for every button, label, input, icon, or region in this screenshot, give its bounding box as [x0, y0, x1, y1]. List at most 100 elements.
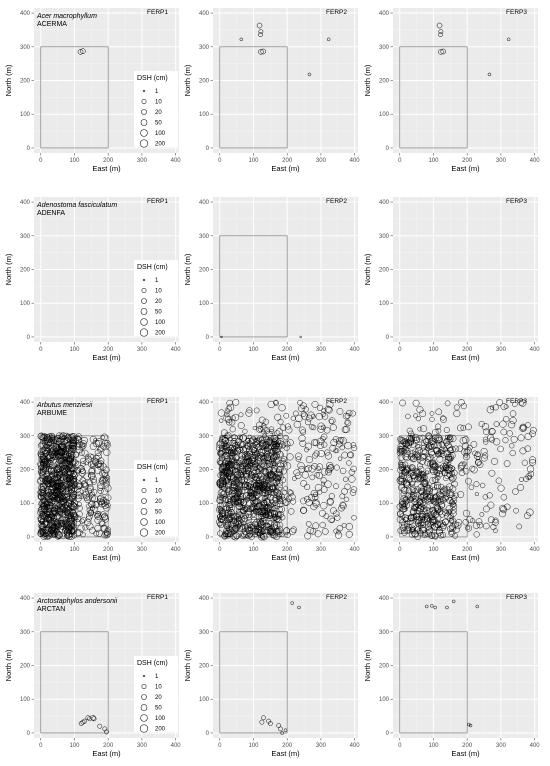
- data-point: [401, 487, 409, 495]
- data-point: [255, 465, 263, 473]
- data-point: [398, 475, 406, 483]
- data-point: [262, 496, 268, 502]
- data-point: [516, 523, 522, 530]
- y-axis-title: North (m): [363, 453, 372, 485]
- data-point: [57, 473, 65, 481]
- data-point: [347, 451, 354, 458]
- legend-label: 50: [155, 121, 162, 127]
- data-point: [264, 457, 272, 465]
- data-point: [397, 527, 404, 534]
- x-tick-label: 400: [530, 158, 541, 164]
- data-point: [305, 498, 313, 506]
- data-point: [262, 477, 270, 485]
- data-point: [444, 400, 451, 407]
- data-point: [402, 501, 410, 509]
- data-point: [255, 481, 263, 489]
- data-point: [282, 499, 289, 506]
- data-point: [45, 532, 52, 540]
- data-point: [250, 513, 258, 521]
- data-point: [335, 440, 343, 448]
- data-point: [301, 412, 308, 420]
- data-point: [70, 490, 77, 497]
- data-point: [271, 502, 276, 507]
- data-point: [269, 498, 275, 504]
- data-point: [225, 459, 232, 467]
- data-point: [63, 436, 70, 443]
- data-point: [276, 510, 284, 518]
- data-point: [54, 507, 62, 514]
- data-point: [339, 501, 346, 508]
- data-point: [56, 483, 64, 491]
- data-point: [87, 509, 94, 517]
- data-point: [83, 459, 90, 466]
- data-point: [443, 439, 450, 446]
- data-point: [453, 404, 460, 411]
- data-point: [238, 456, 246, 464]
- data-point: [44, 514, 52, 521]
- data-point: [266, 718, 272, 724]
- data-point: [253, 508, 259, 514]
- data-point: [351, 445, 358, 452]
- data-point: [298, 404, 306, 413]
- data-point: [55, 531, 63, 539]
- data-point: [443, 426, 450, 433]
- data-point: [241, 482, 249, 490]
- data-point: [328, 493, 335, 500]
- data-point: [62, 520, 67, 526]
- data-point: [489, 405, 495, 410]
- data-point: [232, 476, 239, 483]
- data-point: [320, 486, 328, 493]
- data-point: [411, 498, 418, 505]
- data-point: [414, 516, 422, 525]
- data-point: [290, 498, 297, 505]
- data-point: [473, 452, 482, 460]
- data-point: [405, 413, 411, 420]
- data-point: [415, 519, 422, 527]
- data-point: [339, 493, 345, 499]
- data-point: [399, 399, 406, 407]
- y-tick-label: 300: [379, 434, 390, 440]
- data-point: [222, 448, 229, 455]
- data-point: [424, 530, 432, 538]
- data-point: [40, 532, 48, 540]
- y-tick-label: 400: [199, 596, 210, 602]
- data-point: [259, 719, 265, 725]
- plot-boundary: [399, 435, 468, 538]
- data-point: [401, 521, 408, 529]
- data-point: [261, 489, 269, 496]
- data-point: [283, 434, 289, 441]
- data-point: [245, 513, 253, 521]
- data-point: [240, 507, 248, 514]
- data-point: [101, 513, 109, 520]
- data-point: [527, 474, 532, 480]
- data-point: [432, 504, 440, 512]
- data-point: [224, 510, 232, 518]
- data-point: [408, 513, 416, 521]
- legend-background: [134, 260, 178, 336]
- data-point: [271, 505, 279, 512]
- data-point: [473, 531, 480, 538]
- data-point: [407, 514, 414, 522]
- data-point: [476, 521, 484, 529]
- legend-label: 200: [155, 331, 166, 337]
- data-point: [241, 531, 249, 539]
- data-point: [463, 448, 471, 456]
- data-point: [413, 504, 419, 510]
- data-point: [240, 461, 248, 469]
- data-point: [448, 475, 454, 481]
- data-point: [423, 487, 431, 494]
- y-tick-label: 100: [20, 301, 31, 307]
- data-point: [244, 497, 250, 503]
- data-point: [462, 519, 469, 526]
- data-point: [278, 404, 286, 412]
- data-point: [439, 522, 447, 529]
- data-point: [244, 481, 252, 489]
- data-point: [288, 508, 295, 515]
- data-point: [54, 435, 62, 442]
- data-point: [47, 477, 54, 485]
- data-point: [273, 528, 281, 536]
- data-point: [48, 457, 54, 463]
- data-point: [269, 429, 275, 435]
- data-point: [327, 515, 335, 523]
- legend-label: 50: [155, 310, 162, 316]
